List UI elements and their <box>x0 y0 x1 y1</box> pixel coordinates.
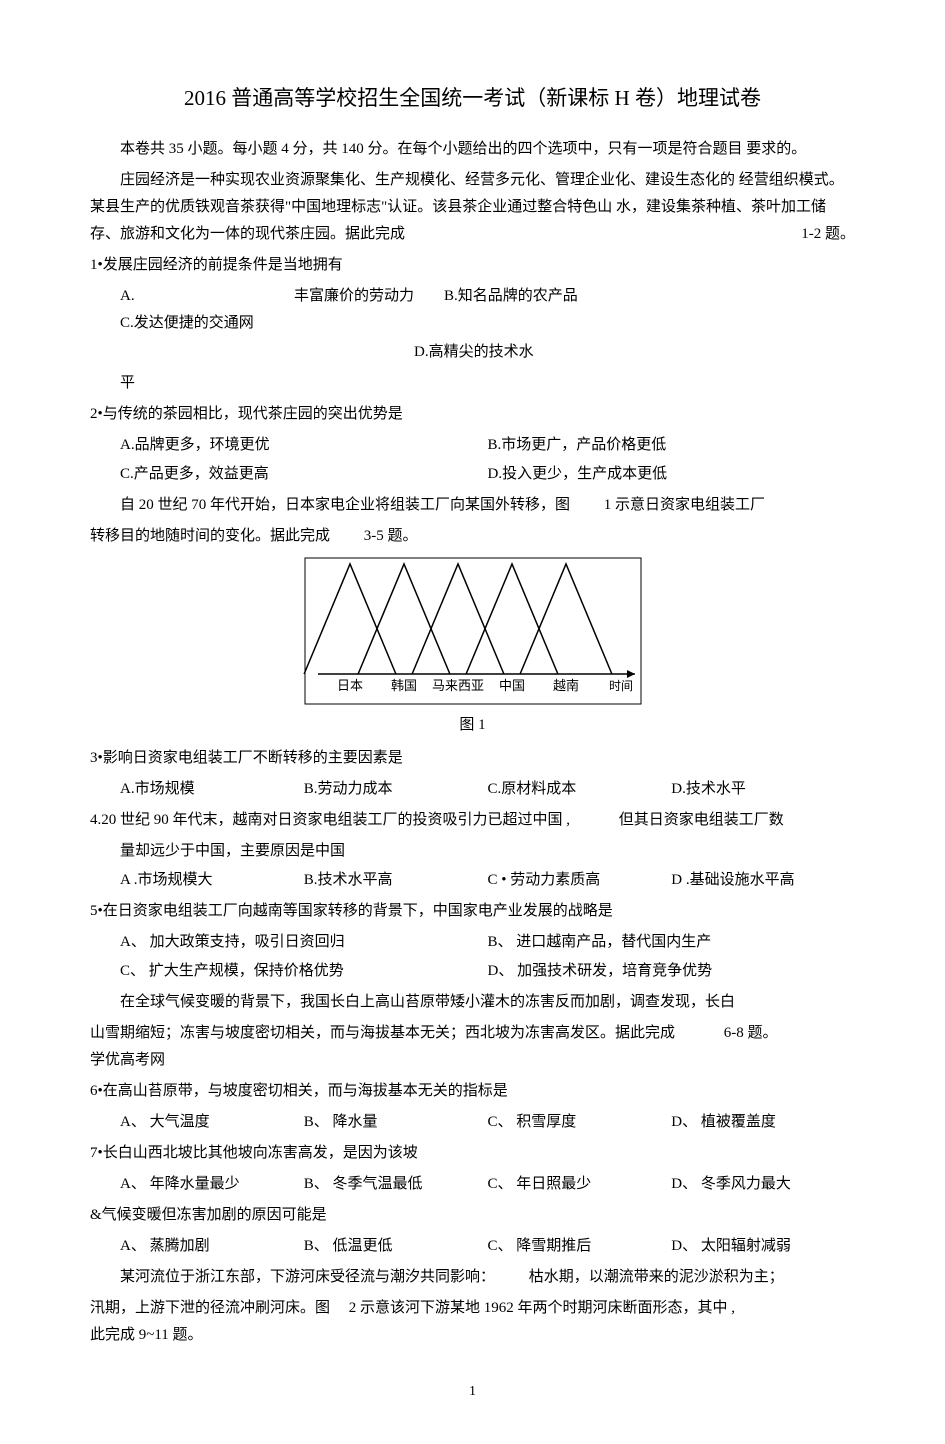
q7-stem: 7•长白山西北坡比其他坡向冻害高发，是因为该坡 <box>90 1140 855 1167</box>
svg-text:时间: 时间 <box>608 679 632 693</box>
passage-4-line3: 此完成 9~11 题。 <box>90 1322 855 1349</box>
q3-opt-a: A.市场规模 <box>120 776 304 803</box>
q4-opt-b: B.技术水平高 <box>304 867 488 894</box>
passage-4-line1: 某河流位于浙江东部，下游河床受径流与潮汐共同影响： 枯水期，以潮流带来的泥沙淤积… <box>90 1264 855 1291</box>
passage-3-line3: 学优高考网 <box>90 1047 855 1074</box>
passage-2d: 3-5 题。 <box>364 528 418 544</box>
svg-text:韩国: 韩国 <box>390 678 416 693</box>
instructions: 本卷共 35 小题。每小题 4 分，共 140 分。在每个小题给出的四个选项中，… <box>90 136 855 163</box>
q5-opt-b: B、 进口越南产品，替代国内生产 <box>488 929 856 956</box>
q8-opt-d: D、 太阳辐射减弱 <box>671 1233 855 1260</box>
passage-3b: 山雪期缩短；冻害与坡度密切相关，而与海拔基本无关；西北坡为冻害高发区。据此完成 <box>90 1025 675 1041</box>
q1-options-row1: A. 丰富廉价的劳动力 B.知名品牌的农产品 C.发达便捷的交通网 <box>120 283 855 337</box>
q6-opt-d: D、 植被覆盖度 <box>671 1109 855 1136</box>
passage-4a: 某河流位于浙江东部，下游河床受径流与潮汐共同影响： <box>120 1269 495 1285</box>
q2-opt-d: D.投入更少，生产成本更低 <box>488 461 856 488</box>
q1-options-row2: D.高精尖的技术水 <box>120 339 855 366</box>
q3-opt-b: B.劳动力成本 <box>304 776 488 803</box>
q1-stem: 1•发展庄园经济的前提条件是当地拥有 <box>90 252 855 279</box>
q3-options: A.市场规模 B.劳动力成本 C.原材料成本 D.技术水平 <box>120 776 855 803</box>
q7-opt-d: D、 冬季风力最大 <box>671 1171 855 1198</box>
q1-opt-b: B.知名品牌的农产品 <box>444 283 665 310</box>
q1-tail: 平 <box>90 370 855 397</box>
q2-opt-c: C.产品更多，效益更高 <box>120 461 488 488</box>
passage-1: 庄园经济是一种实现农业资源聚集化、生产规模化、经营多元化、管理企业化、建设生态化… <box>90 167 855 248</box>
q1-opt-a-letter: A. <box>120 283 179 310</box>
q8-options: A、 蒸腾加剧 B、 低温更低 C、 降雪期推后 D、 太阳辐射减弱 <box>120 1233 855 1260</box>
q3-opt-d: D.技术水平 <box>671 776 855 803</box>
svg-text:越南: 越南 <box>552 678 578 693</box>
q3-stem: 3•影响日资家电组装工厂不断转移的主要因素是 <box>90 745 855 772</box>
q8-opt-c: C、 降雪期推后 <box>488 1233 672 1260</box>
q8-opt-b: B、 低温更低 <box>304 1233 488 1260</box>
passage-1-tail: 1-2 题。 <box>771 221 855 248</box>
passage-3c: 6-8 题。 <box>724 1025 778 1041</box>
q4-stem-line2: 量却远少于中国，主要原因是中国 <box>120 838 855 865</box>
q5-opt-c: C、 扩大生产规模，保持价格优势 <box>120 958 488 985</box>
q4-opt-c: C • 劳动力素质高 <box>488 867 672 894</box>
q3-opt-c: C.原材料成本 <box>488 776 672 803</box>
passage-2b: 1 示意日资家电组装工厂 <box>604 497 765 513</box>
svg-text:日本: 日本 <box>336 678 362 693</box>
q5-opt-d: D、 加强技术研发，培育竞争优势 <box>488 958 856 985</box>
q8-stem: &气候变暖但冻害加剧的原因可能是 <box>90 1202 855 1229</box>
q2-opt-b: B.市场更广，产品价格更低 <box>488 432 856 459</box>
passage-4d: 2 示意该河下游某地 1962 年两个时期河床断面形态，其中 , <box>349 1300 735 1316</box>
q6-opt-c: C、 积雪厚度 <box>488 1109 672 1136</box>
q6-opt-b: B、 降水量 <box>304 1109 488 1136</box>
passage-2c: 转移目的地随时间的变化。据此完成 <box>90 528 330 544</box>
q7-opt-c: C、 年日照最少 <box>488 1171 672 1198</box>
q6-options: A、 大气温度 B、 降水量 C、 积雪厚度 D、 植被覆盖度 <box>120 1109 855 1136</box>
q5-options-row1: A、 加大政策支持，吸引日资回归 B、 进口越南产品，替代国内生产 <box>120 929 855 956</box>
q2-options-row2: C.产品更多，效益更高 D.投入更少，生产成本更低 <box>120 461 855 488</box>
q5-options-row2: C、 扩大生产规模，保持价格优势 D、 加强技术研发，培育竞争优势 <box>120 958 855 985</box>
figure-1-svg: 日本 韩国马来西亚中国 越南 时间 <box>303 556 643 706</box>
passage-4-line2: 汛期，上游下泄的径流冲刷河床。图 2 示意该河下游某地 1962 年两个时期河床… <box>90 1295 855 1322</box>
q1-opt-a-text: 丰富廉价的劳动力 <box>179 283 444 310</box>
q1-opt-d: D.高精尖的技术水 <box>414 339 534 366</box>
passage-3-line2: 山雪期缩短；冻害与坡度密切相关，而与海拔基本无关；西北坡为冻害高发区。据此完成 … <box>90 1020 855 1047</box>
q8-opt-a: A、 蒸腾加剧 <box>120 1233 304 1260</box>
page-number: 1 <box>90 1379 855 1404</box>
passage-1-text: 庄园经济是一种实现农业资源聚集化、生产规模化、经营多元化、管理企业化、建设生态化… <box>90 172 844 242</box>
q4-opt-a: A .市场规模大 <box>120 867 304 894</box>
passage-2a: 自 20 世纪 70 年代开始，日本家电企业将组装工厂向某国外转移，图 <box>120 497 570 513</box>
passage-4c: 汛期，上游下泄的径流冲刷河床。图 <box>90 1300 330 1316</box>
q4-stem-a: 4.20 世纪 90 年代末，越南对日资家电组装工厂的投资吸引力已超过中国 , <box>90 812 570 828</box>
q7-opt-b: B、 冬季气温最低 <box>304 1171 488 1198</box>
svg-text:中国: 中国 <box>498 678 524 693</box>
q2-opt-a: A.品牌更多，环境更优 <box>120 432 488 459</box>
q2-stem: 2•与传统的茶园相比，现代茶庄园的突出优势是 <box>90 401 855 428</box>
passage-2: 自 20 世纪 70 年代开始，日本家电企业将组装工厂向某国外转移，图 1 示意… <box>90 492 855 519</box>
q7-opt-a: A、 年降水量最少 <box>120 1171 304 1198</box>
figure-1: 日本 韩国马来西亚中国 越南 时间 <box>90 556 855 706</box>
passage-4b: 枯水期，以潮流带来的泥沙淤积为主； <box>529 1269 784 1285</box>
svg-text:马来西亚: 马来西亚 <box>431 678 483 693</box>
passage-3-line1: 在全球气候变暖的背景下，我国长白上高山苔原带矮小灌木的冻害反而加剧，调查发现，长… <box>90 989 855 1016</box>
q4-stem-b: 但其日资家电组装工厂数 <box>619 812 784 828</box>
q4-stem-line1: 4.20 世纪 90 年代末，越南对日资家电组装工厂的投资吸引力已超过中国 , … <box>90 807 855 834</box>
q6-stem: 6•在高山苔原带，与坡度密切相关，而与海拔基本无关的指标是 <box>90 1078 855 1105</box>
q7-options: A、 年降水量最少 B、 冬季气温最低 C、 年日照最少 D、 冬季风力最大 <box>120 1171 855 1198</box>
q6-opt-a: A、 大气温度 <box>120 1109 304 1136</box>
q2-options-row1: A.品牌更多，环境更优 B.市场更广，产品价格更低 <box>120 432 855 459</box>
q4-options: A .市场规模大 B.技术水平高 C • 劳动力素质高 D .基础设施水平高 <box>120 867 855 894</box>
q4-opt-d: D .基础设施水平高 <box>671 867 855 894</box>
q1-opt-c: C.发达便捷的交通网 <box>120 310 341 337</box>
figure-1-caption: 图 1 <box>90 712 855 739</box>
passage-2-line2: 转移目的地随时间的变化。据此完成 3-5 题。 <box>90 523 855 550</box>
exam-title: 2016 普通高等学校招生全国统一考试（新课标 H 卷）地理试卷 <box>90 80 855 118</box>
q5-stem: 5•在日资家电组装工厂向越南等国家转移的背景下，中国家电产业发展的战略是 <box>90 898 855 925</box>
q5-opt-a: A、 加大政策支持，吸引日资回归 <box>120 929 488 956</box>
